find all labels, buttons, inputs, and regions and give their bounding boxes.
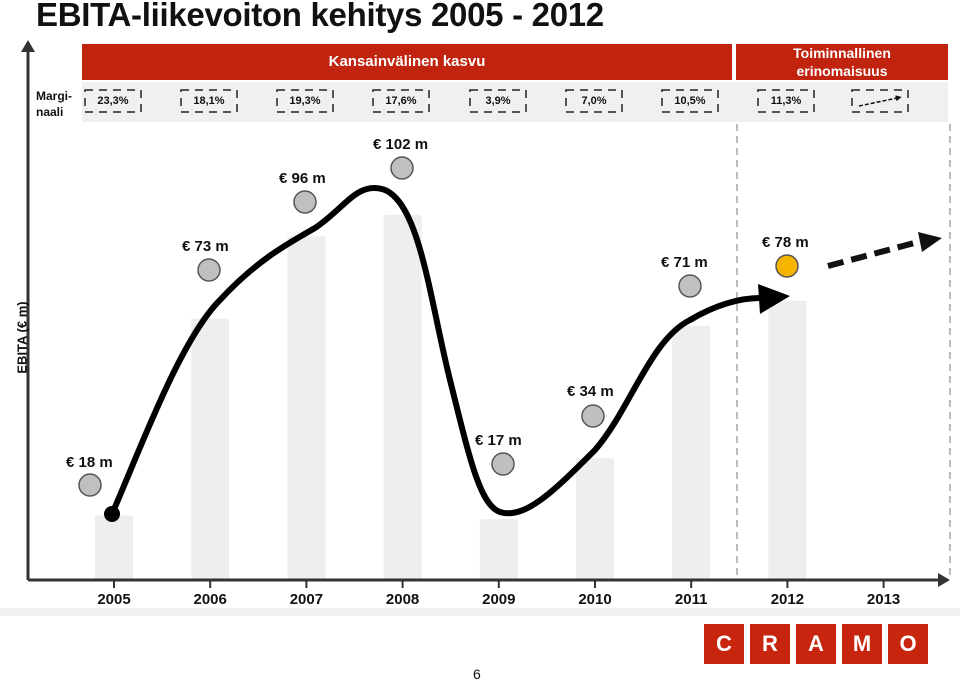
bar-2010: [576, 458, 614, 580]
trend-arrow-head: [758, 284, 790, 314]
bar-2011: [672, 325, 711, 580]
margin-box-2013: [851, 89, 909, 113]
x-tick-label-2010: 2010: [578, 591, 611, 608]
value-marker-2007: [293, 190, 317, 214]
margin-value: 7,0%: [581, 95, 607, 107]
value-label-2008: € 102 m: [373, 136, 428, 153]
margin-box-2005: 23,3%: [84, 89, 142, 113]
margin-box-border: [84, 89, 142, 113]
forecast-arrow: [827, 239, 919, 269]
bar-2009: [479, 519, 518, 580]
band-growth-label: Kansainvälinen kasvu: [328, 53, 486, 70]
margin-strip: [82, 82, 948, 122]
margin-box-border: [180, 89, 238, 113]
bar-2012: [768, 300, 807, 580]
margin-box-2010: 7,0%: [565, 89, 623, 113]
value-label-2007: € 96 m: [279, 170, 326, 187]
x-axis-arrow: [938, 573, 950, 587]
logo-letter-r: R: [750, 624, 790, 664]
bar-2006: [191, 318, 230, 580]
x-tick-label-2006: 2006: [194, 591, 227, 608]
value-marker-2008: [390, 156, 414, 180]
margin-box-2008: 17,6%: [372, 89, 430, 113]
margin-box-frame: [757, 89, 815, 113]
ebita-trend-curve: [109, 185, 763, 517]
x-tick-label-2008: 2008: [386, 591, 419, 608]
margin-label-text: Margi- naali: [36, 89, 72, 119]
margin-box-2011: 10,5%: [661, 89, 719, 113]
margin-value: 18,1%: [193, 95, 225, 107]
value-marker-2010: [581, 404, 605, 428]
value-marker-2006: [197, 258, 221, 282]
margin-box-border: [565, 89, 623, 113]
bar-2008: [383, 214, 422, 580]
international-growth-band: Kansainvälinen kasvu: [82, 44, 732, 80]
margin-box-border: [851, 89, 909, 113]
value-marker-2012: [775, 254, 799, 278]
value-label-2010: € 34 m: [567, 383, 614, 400]
logo-letter-a: A: [796, 624, 836, 664]
value-label-2006: € 73 m: [182, 238, 229, 255]
logo-letter-m: M: [842, 624, 882, 664]
bar-2005: [95, 515, 133, 580]
bar-2007: [287, 236, 326, 580]
x-tick-label-2009: 2009: [482, 591, 515, 608]
margin-box-2009: 3,9%: [469, 89, 527, 113]
margin-value: 17,6%: [385, 95, 417, 107]
page-title: EBITA-liikevoiton kehitys 2005 - 2012: [36, 0, 604, 33]
margin-box-frame: [372, 89, 430, 113]
value-marker-2005: [78, 473, 102, 497]
value-label-2005: € 18 m: [66, 454, 113, 471]
y-axis-arrow: [21, 40, 35, 52]
start-dot: [104, 506, 120, 522]
x-tick-label-2013: 2013: [867, 591, 900, 608]
value-label-2009: € 17 m: [475, 432, 522, 449]
margin-value: 23,3%: [97, 95, 129, 107]
margin-box-2007: 19,3%: [276, 89, 334, 113]
margin-box-frame: [180, 89, 238, 113]
margin-box-border: [757, 89, 815, 113]
margin-row-label: Margi- naali: [36, 88, 76, 120]
margin-value: 10,5%: [674, 95, 706, 107]
margin-forecast-arrow: [858, 95, 902, 107]
margin-box-frame: [84, 89, 142, 113]
x-tick-label-2011: 2011: [675, 591, 708, 608]
margin-box-border: [661, 89, 719, 113]
value-marker-2009: [491, 452, 515, 476]
margin-value: 11,3%: [770, 95, 802, 107]
margin-box-border: [372, 89, 430, 113]
margin-box-frame: [276, 89, 334, 113]
value-marker-2011: [678, 274, 702, 298]
margin-box-frame: [469, 89, 527, 113]
margin-box-border: [469, 89, 527, 113]
operational-excellence-band: Toiminnallinen erinomaisuus: [736, 44, 948, 80]
margin-box-frame: [661, 89, 719, 113]
x-axis-band: [0, 608, 960, 616]
margin-value: 19,3%: [289, 95, 321, 107]
margin-box-2006: 18,1%: [180, 89, 238, 113]
margin-box-2012: 11,3%: [757, 89, 815, 113]
margin-value: 3,9%: [485, 95, 511, 107]
forecast-arrow-head: [918, 232, 942, 252]
logo-letter-c: C: [704, 624, 744, 664]
logo-letter-o: O: [888, 624, 928, 664]
page-number: 6: [473, 666, 481, 682]
value-label-2012: € 78 m: [762, 234, 809, 251]
margin-box-border: [276, 89, 334, 113]
x-tick-label-2012: 2012: [771, 591, 804, 608]
y-axis-label: EBITA (€ m): [14, 301, 30, 374]
margin-box-frame: [851, 89, 909, 113]
margin-box-frame: [565, 89, 623, 113]
x-tick-label-2007: 2007: [290, 591, 323, 608]
x-tick-label-2005: 2005: [97, 591, 130, 608]
value-label-2011: € 71 m: [661, 254, 708, 271]
band-excellence-label: Toiminnallinen erinomaisuus: [793, 45, 891, 79]
